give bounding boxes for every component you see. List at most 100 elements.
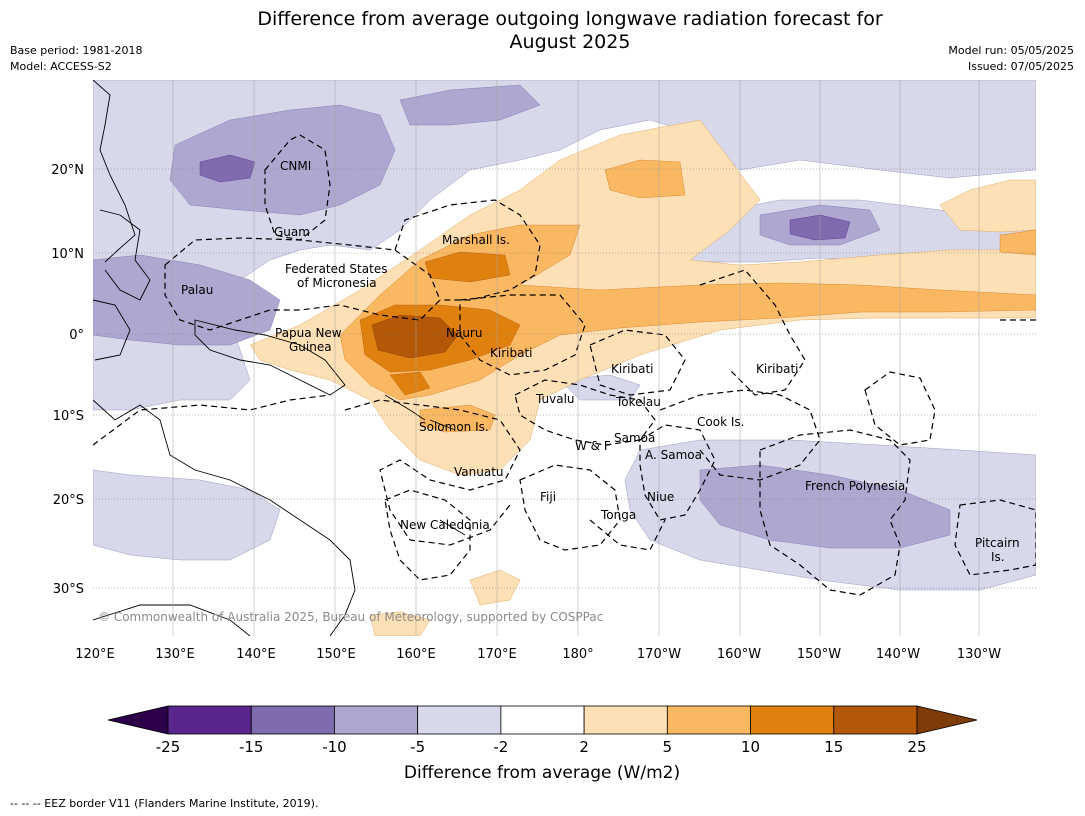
label-cook: Cook Is.	[697, 415, 744, 429]
shade-orange-band	[339, 224, 1036, 401]
colorbar-tick-3: -5	[410, 738, 425, 756]
shade-light-orange-east	[939, 179, 1036, 233]
label-wallis-futuna: W & F	[575, 439, 611, 453]
colorbar-cell-2	[334, 705, 419, 735]
lat-tick-10s: 10°S	[53, 409, 84, 424]
title-line-1: Difference from average outgoing longwav…	[257, 8, 883, 30]
lon-tick-150w: 150°W	[797, 647, 841, 662]
label-kiribati-west: Kiribati	[490, 346, 532, 360]
coastline-australia	[93, 399, 356, 636]
colorbar-tick-5: 2	[579, 738, 589, 756]
lat-tick-0: 0°	[69, 328, 84, 343]
colorbar-tick-0: -25	[156, 738, 181, 756]
latitude-lines	[93, 168, 1036, 589]
colorbar-cell-5	[583, 705, 668, 735]
label-guam: Guam	[274, 225, 310, 239]
copyright-notice: © Commonwealth of Australia 2025, Bureau…	[98, 610, 603, 624]
shade-orange-solomon	[419, 404, 496, 433]
coastline-philippines	[99, 209, 151, 301]
lon-tick-140w: 140°W	[876, 647, 920, 662]
graticule	[172, 80, 980, 636]
label-marshall: Marshall Is.	[442, 233, 510, 247]
label-fsm-1: Federated States	[285, 262, 387, 276]
label-pitcairn-2: Is.	[991, 550, 1005, 564]
eez-kiribati-gilbert	[459, 294, 586, 376]
colorbar-cell-8	[833, 705, 918, 735]
shade-medium-purple-ne	[399, 84, 541, 126]
shade-dark-orange-png	[389, 371, 431, 396]
label-fsm-2: of Micronesia	[297, 276, 377, 290]
colorbar-under-arrow	[107, 705, 169, 735]
label-new-caledonia: New Caledonia	[400, 518, 490, 532]
colorbar-tick-1: -15	[239, 738, 264, 756]
label-tokelau: Tokelau	[615, 395, 661, 409]
label-niue: Niue	[647, 490, 674, 504]
region-labels: CNMI Guam Marshall Is. Federated States …	[181, 159, 1020, 564]
model-run: Model run: 05/05/2025	[948, 44, 1074, 57]
map-title: Difference from average outgoing longwav…	[0, 8, 1085, 54]
label-fiji: Fiji	[540, 490, 556, 504]
eez-fiji-tonga	[519, 464, 666, 551]
shade-medium-purple-south	[699, 464, 951, 549]
colorbar-cell-4	[500, 705, 585, 735]
coastline-asia	[93, 80, 136, 263]
label-vanuatu: Vanuatu	[454, 465, 504, 479]
colorbar-tick-9: 25	[907, 738, 926, 756]
eez-fsm-palau	[164, 237, 441, 331]
anomaly-field	[93, 80, 1036, 636]
eez-french-polynesia-east	[864, 371, 936, 446]
lat-tick-20s: 20°S	[53, 493, 84, 508]
label-tonga: Tonga	[600, 508, 636, 522]
lat-tick-30s: 30°S	[53, 582, 84, 597]
label-solomon: Solomon Is.	[419, 420, 489, 434]
coastline-solomon	[384, 394, 456, 431]
shade-light-orange-south2	[369, 611, 431, 636]
colorbar-cell-6	[666, 705, 751, 735]
label-french-polynesia: French Polynesia	[805, 479, 905, 493]
label-kiribati-east: Kiribati	[756, 362, 798, 376]
label-cnmi: CNMI	[280, 159, 311, 173]
shade-orange-north	[604, 159, 686, 199]
shade-dark-orange-marshall	[424, 251, 511, 283]
eez-pitcairn	[954, 499, 1036, 576]
label-nauru: Nauru	[446, 326, 482, 340]
colorbar-cell-1	[250, 705, 335, 735]
title-line-2: August 2025	[509, 31, 631, 53]
lon-tick-180: 180°	[562, 647, 593, 662]
eez-kiribati-line	[699, 269, 806, 396]
base-period: Base period: 1981-2018	[10, 44, 143, 57]
shade-light-purple-tasman	[93, 469, 281, 561]
meta-left: Base period: 1981-2018 Model: ACCESS-S2	[10, 43, 142, 75]
meta-right: Model run: 05/05/2025 Issued: 07/05/2025	[948, 43, 1074, 75]
colorbar-tick-4: -2	[493, 738, 508, 756]
eez-kiribati-phoenix	[589, 329, 686, 396]
coastline-borneo	[93, 299, 131, 361]
colorbar-cell-0	[167, 705, 252, 735]
eez-marshall	[394, 199, 541, 301]
colorbar-tick-7: 10	[741, 738, 760, 756]
label-samoa: Samoa	[614, 431, 655, 445]
colorbar-tick-8: 15	[824, 738, 843, 756]
lon-tick-labels: 120°E 130°E 140°E 150°E 160°E 170°E 180°…	[75, 647, 1001, 662]
issued-date: Issued: 07/05/2025	[967, 60, 1074, 73]
label-png-1: Papua New	[275, 326, 342, 340]
colorbar-tick-2: -10	[322, 738, 347, 756]
colorbar-label: Difference from average (W/m2)	[404, 763, 680, 783]
lon-tick-140e: 140°E	[236, 647, 276, 662]
lon-tick-160w: 160°W	[717, 647, 761, 662]
lat-tick-10n: 10°N	[51, 247, 84, 262]
lon-tick-130w: 130°W	[957, 647, 1001, 662]
lon-tick-130e: 130°E	[155, 647, 195, 662]
lon-tick-120e: 120°E	[75, 647, 115, 662]
eez-solomon-vanuatu	[344, 399, 521, 546]
shade-medium-purple-west	[93, 254, 281, 346]
shade-light-orange-south	[469, 569, 521, 606]
lon-tick-170e: 170°E	[477, 647, 517, 662]
shade-orange-east	[999, 229, 1036, 256]
shade-medium-purple-north	[169, 104, 396, 216]
lon-tick-150e: 150°E	[316, 647, 356, 662]
label-american-samoa: A. Samoa	[645, 448, 702, 462]
colorbar-tick-6: 5	[663, 738, 673, 756]
lat-tick-20n: 20°N	[51, 163, 84, 178]
shade-brown-core	[371, 314, 459, 359]
